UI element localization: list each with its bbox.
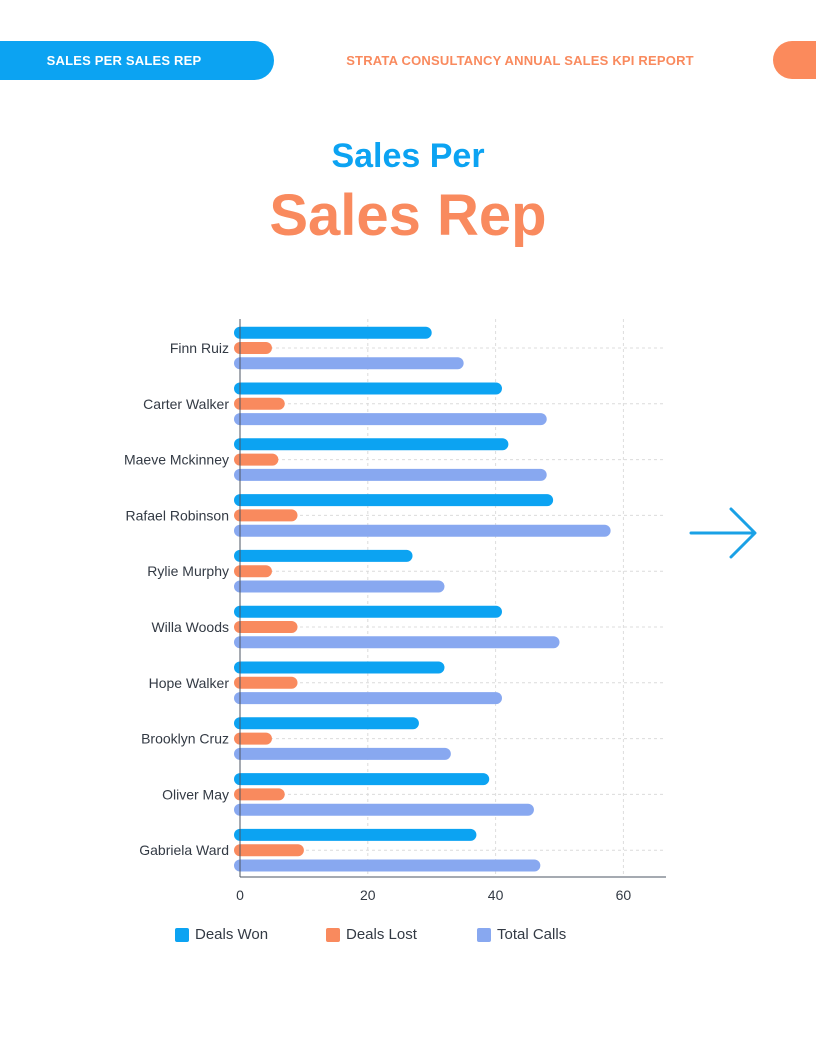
x-tick-label: 60 bbox=[616, 887, 632, 903]
legend-swatch bbox=[477, 927, 491, 942]
bar-deals-lost bbox=[234, 397, 285, 410]
legend-item-deals-won: Deals Won bbox=[175, 926, 268, 943]
bar-deals-lost bbox=[234, 844, 304, 857]
category-label: Finn Ruiz bbox=[170, 340, 229, 356]
bar-total-calls bbox=[234, 747, 451, 760]
report-title: STRATA CONSULTANCY ANNUAL SALES KPI REPO… bbox=[346, 53, 694, 68]
category-label: Hope Walker bbox=[149, 675, 230, 691]
section-tab-label: SALES PER SALES REP bbox=[46, 53, 202, 68]
page-title-line2: Sales Rep bbox=[269, 183, 547, 248]
category-label: Willa Woods bbox=[151, 619, 229, 635]
bar-deals-won bbox=[234, 549, 413, 562]
bar-total-calls bbox=[234, 636, 560, 649]
legend-label: Total Calls bbox=[497, 926, 567, 943]
bar-deals-lost bbox=[234, 342, 272, 354]
bar-total-calls bbox=[234, 803, 534, 816]
x-tick-label: 0 bbox=[236, 887, 244, 903]
bar-deals-lost bbox=[234, 565, 272, 578]
bar-deals-lost bbox=[234, 621, 298, 633]
legend-swatch bbox=[175, 927, 189, 942]
bar-total-calls bbox=[234, 468, 547, 481]
category-label: Rylie Murphy bbox=[147, 563, 229, 579]
category-label: Oliver May bbox=[162, 786, 229, 802]
legend-swatch bbox=[326, 927, 340, 942]
bar-deals-won bbox=[234, 382, 502, 395]
chart-legend: Deals Won Deals Lost Total Calls bbox=[175, 926, 655, 946]
legend-label: Deals Lost bbox=[346, 926, 417, 943]
bar-total-calls bbox=[234, 859, 541, 872]
bar-total-calls bbox=[234, 580, 445, 593]
page-title-line1: Sales Per bbox=[331, 137, 485, 175]
bar-deals-won bbox=[234, 326, 432, 339]
arrow-right-icon[interactable] bbox=[688, 505, 760, 561]
x-tick-label: 20 bbox=[360, 887, 376, 903]
bar-deals-won bbox=[234, 438, 509, 451]
bar-total-calls bbox=[234, 413, 547, 426]
decorative-tab bbox=[773, 41, 816, 79]
bar-deals-won bbox=[234, 773, 490, 786]
bar-deals-won bbox=[234, 717, 419, 730]
category-label: Rafael Robinson bbox=[125, 507, 229, 523]
bar-deals-lost bbox=[234, 732, 272, 745]
x-tick-label: 40 bbox=[488, 887, 504, 903]
bar-deals-lost bbox=[234, 788, 285, 801]
category-label: Brooklyn Cruz bbox=[141, 731, 229, 747]
bar-total-calls bbox=[234, 692, 502, 705]
bar-deals-lost bbox=[234, 453, 279, 466]
bar-deals-lost bbox=[234, 509, 298, 522]
bar-deals-won bbox=[234, 494, 554, 507]
bar-deals-won bbox=[234, 661, 445, 674]
category-label: Gabriela Ward bbox=[139, 842, 229, 858]
category-label: Maeve Mckinney bbox=[124, 452, 229, 468]
bar-deals-won bbox=[234, 828, 477, 841]
section-tab: SALES PER SALES REP bbox=[0, 41, 274, 80]
legend-label: Deals Won bbox=[195, 926, 269, 943]
bar-total-calls bbox=[234, 524, 611, 537]
legend-item-total-calls: Total Calls bbox=[477, 926, 566, 943]
bar-deals-lost bbox=[234, 676, 298, 689]
category-label: Carter Walker bbox=[143, 396, 229, 412]
legend-item-deals-lost: Deals Lost bbox=[326, 926, 417, 943]
bar-total-calls bbox=[234, 357, 464, 370]
bar-deals-won bbox=[234, 605, 502, 618]
